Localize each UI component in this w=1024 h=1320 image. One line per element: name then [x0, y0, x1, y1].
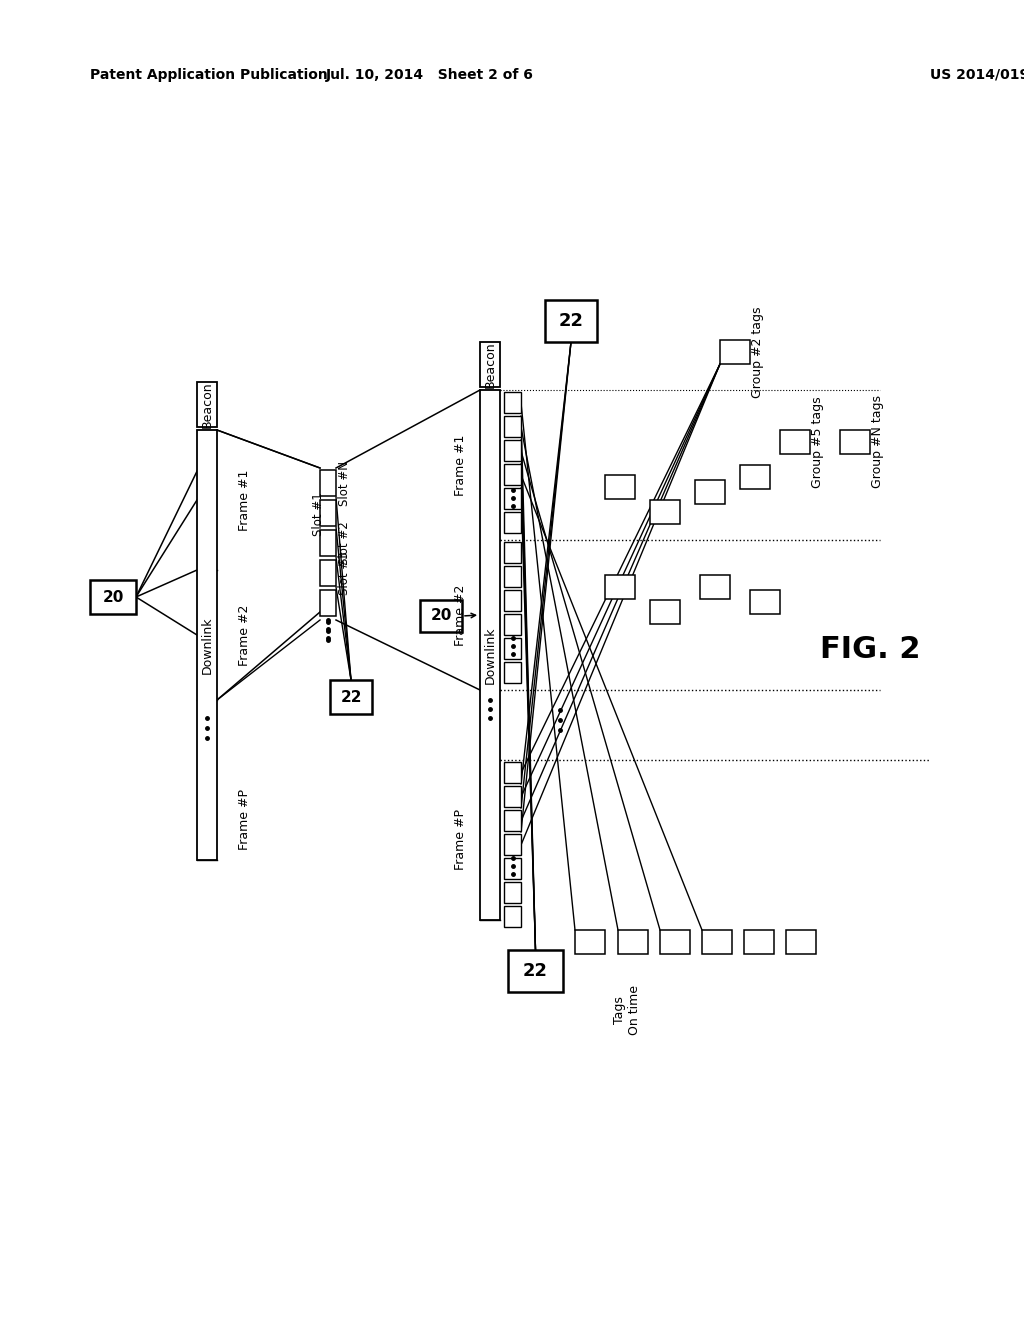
- Bar: [90, 579, 136, 614]
- Text: Frame #P: Frame #P: [454, 809, 467, 870]
- Bar: [660, 931, 690, 954]
- Bar: [504, 392, 521, 413]
- Text: Group #5 tags: Group #5 tags: [811, 396, 824, 488]
- Text: Downlink: Downlink: [483, 626, 497, 684]
- Bar: [319, 500, 336, 525]
- Bar: [319, 590, 336, 616]
- Bar: [504, 543, 521, 564]
- Bar: [504, 858, 521, 879]
- Bar: [504, 785, 521, 807]
- Bar: [504, 488, 521, 510]
- Bar: [480, 342, 500, 387]
- Bar: [700, 576, 730, 599]
- Text: 20: 20: [430, 609, 452, 623]
- Bar: [720, 341, 750, 364]
- Text: FIG. 2: FIG. 2: [820, 635, 921, 664]
- Bar: [319, 470, 336, 496]
- Bar: [840, 430, 870, 454]
- Bar: [504, 882, 521, 903]
- Bar: [545, 300, 597, 342]
- Text: Frame #P: Frame #P: [239, 789, 252, 850]
- Text: Beacon: Beacon: [483, 341, 497, 388]
- Bar: [504, 762, 521, 783]
- Text: Downlink: Downlink: [201, 616, 213, 673]
- Bar: [197, 430, 217, 861]
- Bar: [740, 465, 770, 488]
- Bar: [504, 512, 521, 533]
- Text: Frame #2: Frame #2: [239, 605, 252, 665]
- Text: 22: 22: [523, 962, 548, 979]
- Bar: [504, 566, 521, 587]
- Bar: [504, 638, 521, 659]
- Bar: [702, 931, 732, 954]
- Bar: [319, 560, 336, 586]
- Bar: [504, 416, 521, 437]
- Bar: [504, 465, 521, 484]
- Bar: [575, 931, 605, 954]
- Bar: [504, 834, 521, 855]
- Bar: [504, 590, 521, 611]
- Bar: [605, 475, 635, 499]
- Bar: [786, 931, 816, 954]
- Bar: [197, 381, 217, 426]
- Bar: [508, 950, 563, 993]
- Text: Beacon: Beacon: [201, 381, 213, 428]
- Text: US 2014/0191847 A1: US 2014/0191847 A1: [930, 69, 1024, 82]
- Bar: [504, 614, 521, 635]
- Bar: [695, 480, 725, 504]
- Bar: [504, 440, 521, 461]
- Bar: [420, 601, 462, 632]
- Text: Slot #3: Slot #3: [338, 552, 351, 595]
- Text: Frame #1: Frame #1: [239, 470, 252, 531]
- Text: Group #N tags: Group #N tags: [871, 396, 885, 488]
- Bar: [480, 389, 500, 920]
- Text: 22: 22: [558, 312, 584, 330]
- Bar: [504, 906, 521, 927]
- Text: Frame #1: Frame #1: [454, 434, 467, 496]
- Bar: [750, 590, 780, 614]
- Text: Slot #N: Slot #N: [338, 462, 351, 507]
- Text: Slot #2: Slot #2: [338, 521, 351, 565]
- Text: Jul. 10, 2014   Sheet 2 of 6: Jul. 10, 2014 Sheet 2 of 6: [326, 69, 534, 82]
- Text: 20: 20: [102, 590, 124, 605]
- Bar: [650, 500, 680, 524]
- Text: Tags: Tags: [613, 997, 627, 1024]
- Text: 22: 22: [340, 689, 361, 705]
- Bar: [780, 430, 810, 454]
- Text: On time: On time: [629, 985, 641, 1035]
- Bar: [319, 531, 336, 556]
- Text: Frame #2: Frame #2: [454, 585, 467, 645]
- Bar: [618, 931, 648, 954]
- Bar: [605, 576, 635, 599]
- Bar: [744, 931, 774, 954]
- Text: Patent Application Publication: Patent Application Publication: [90, 69, 328, 82]
- Text: Slot #1: Slot #1: [311, 492, 325, 536]
- Bar: [504, 663, 521, 682]
- Bar: [330, 680, 372, 714]
- Bar: [504, 810, 521, 832]
- Text: Group #2 tags: Group #2 tags: [752, 306, 765, 397]
- Bar: [650, 601, 680, 624]
